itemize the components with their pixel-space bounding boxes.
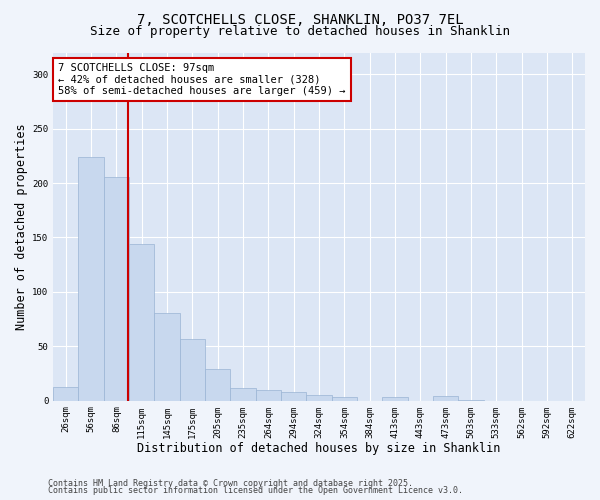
Text: 7, SCOTCHELLS CLOSE, SHANKLIN, PO37 7EL: 7, SCOTCHELLS CLOSE, SHANKLIN, PO37 7EL	[137, 12, 463, 26]
Bar	[281, 392, 307, 400]
Bar	[104, 176, 129, 400]
Bar	[433, 396, 458, 400]
Bar	[79, 157, 104, 400]
Text: Contains HM Land Registry data © Crown copyright and database right 2025.: Contains HM Land Registry data © Crown c…	[48, 478, 413, 488]
Text: 7 SCOTCHELLS CLOSE: 97sqm
← 42% of detached houses are smaller (328)
58% of semi: 7 SCOTCHELLS CLOSE: 97sqm ← 42% of detac…	[58, 63, 346, 96]
Bar	[307, 396, 332, 400]
Bar	[53, 386, 79, 400]
Bar	[332, 398, 357, 400]
X-axis label: Distribution of detached houses by size in Shanklin: Distribution of detached houses by size …	[137, 442, 501, 455]
Text: Size of property relative to detached houses in Shanklin: Size of property relative to detached ho…	[90, 25, 510, 38]
Bar	[154, 312, 180, 400]
Bar	[230, 388, 256, 400]
Bar	[382, 398, 408, 400]
Y-axis label: Number of detached properties: Number of detached properties	[15, 124, 28, 330]
Text: Contains public sector information licensed under the Open Government Licence v3: Contains public sector information licen…	[48, 486, 463, 495]
Bar	[256, 390, 281, 400]
Bar	[129, 244, 154, 400]
Bar	[180, 338, 205, 400]
Bar	[205, 369, 230, 400]
